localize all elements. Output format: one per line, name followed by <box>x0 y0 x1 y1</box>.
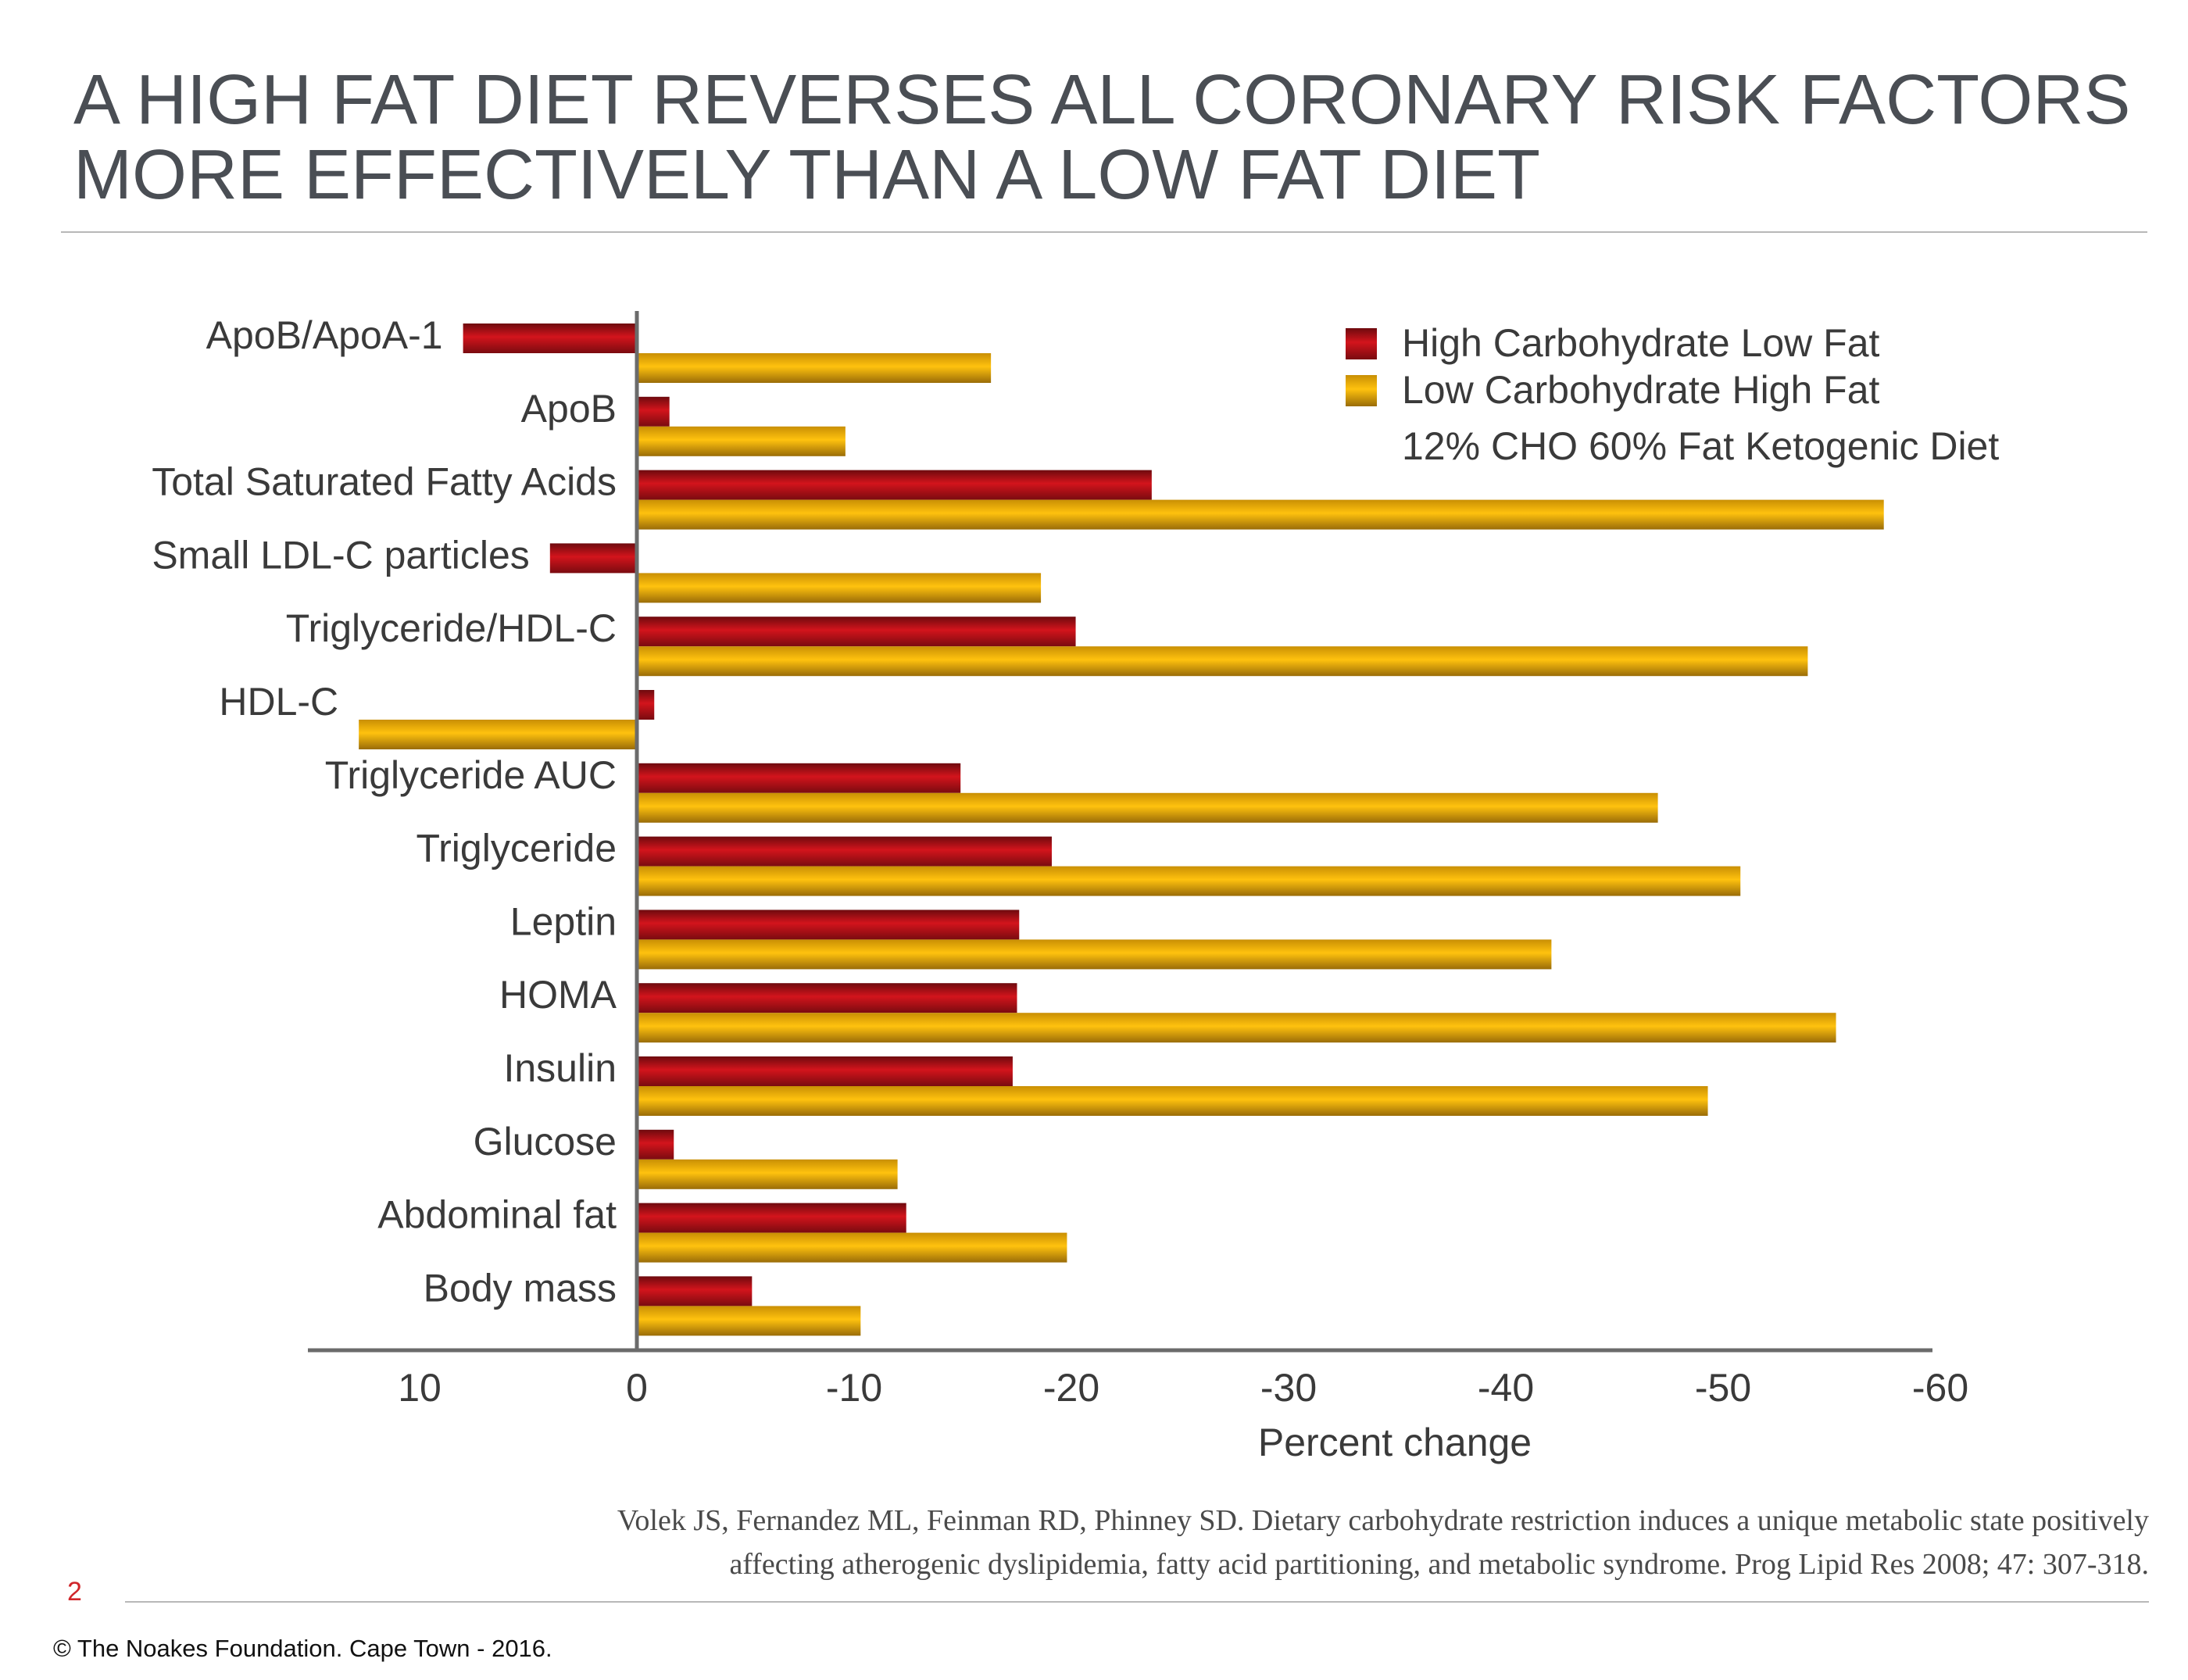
page-number: 2 <box>67 1577 82 1607</box>
category-label: Insulin <box>503 1046 617 1090</box>
bar-lchf-12 <box>637 1232 1067 1263</box>
bar-chart: ApoB/ApoA-1 ApoB Total Saturated Fatty Aci… <box>152 311 1999 1464</box>
category-label: Abdominal fat <box>377 1193 617 1237</box>
bar-hclf-3 <box>549 543 637 574</box>
category-label: Small LDL-C particles <box>152 533 529 577</box>
x-tick-label: -20 <box>1043 1366 1099 1410</box>
bar-hclf-10 <box>637 1056 1013 1086</box>
bar-hclf-5 <box>637 690 655 720</box>
citation-line-1: Volek JS, Fernandez ML, Feinman RD, Phin… <box>617 1504 2149 1537</box>
legend-label-hclf: High Carbohydrate Low Fat <box>1402 321 1880 365</box>
bar-lchf-13 <box>637 1306 861 1336</box>
bar-hclf-6 <box>637 763 961 793</box>
bar-hclf-11 <box>637 1129 674 1160</box>
x-tick-label: -50 <box>1695 1366 1751 1410</box>
bar-hclf-8 <box>637 910 1020 940</box>
bar-hclf-0 <box>463 323 637 353</box>
category-label: Total Saturated Fatty Acids <box>152 460 617 504</box>
bar-lchf-2 <box>637 499 1884 530</box>
copyright: © The Noakes Foundation. Cape Town - 201… <box>53 1635 552 1662</box>
bar-lchf-9 <box>637 1013 1836 1043</box>
bar-lchf-6 <box>637 792 1658 823</box>
bar-lchf-0 <box>637 353 992 383</box>
bar-lchf-7 <box>637 866 1741 896</box>
axes <box>308 311 1932 1353</box>
x-tick-label: 0 <box>626 1366 648 1410</box>
category-label: Body mass <box>424 1266 617 1310</box>
footer-divider <box>125 1601 2149 1603</box>
category-label: HOMA <box>499 973 617 1017</box>
x-tick-label: -10 <box>826 1366 882 1410</box>
x-tick-labels: 10 0 -10 -20 -30 -40 -50 -60 <box>398 1366 1968 1410</box>
title-divider <box>61 231 2147 233</box>
citation: Volek JS, Fernandez ML, Feinman RD, Phin… <box>352 1499 2149 1586</box>
bar-hclf-12 <box>637 1203 906 1233</box>
x-tick-label: -30 <box>1260 1366 1317 1410</box>
bar-lchf-8 <box>637 939 1552 970</box>
category-labels: ApoB/ApoA-1 ApoB Total Saturated Fatty Aci… <box>152 313 617 1310</box>
category-label: Leptin <box>510 899 617 943</box>
bar-hclf-1 <box>637 396 670 427</box>
category-label: Triglyceride AUC <box>325 753 617 797</box>
bar-lchf-11 <box>637 1159 898 1189</box>
category-label: ApoB/ApoA-1 <box>206 313 443 357</box>
legend-label-lchf: Low Carbohydrate High Fat <box>1402 368 1880 412</box>
category-label: HDL-C <box>219 680 338 724</box>
bar-hclf-7 <box>637 836 1052 867</box>
x-tick-label: -60 <box>1912 1366 1968 1410</box>
citation-line-2: affecting atherogenic dyslipidemia, fatt… <box>729 1548 2149 1581</box>
bar-group <box>359 323 1884 1336</box>
category-label: Glucose <box>474 1120 617 1163</box>
legend-swatch-hclf <box>1346 328 1377 359</box>
bar-lchf-5 <box>359 720 637 749</box>
slide-title: A HIGH FAT DIET REVERSES ALL CORONARY RI… <box>73 61 2131 214</box>
bar-hclf-4 <box>637 617 1076 647</box>
category-label: ApoB <box>521 387 617 431</box>
legend-swatch-lchf <box>1346 375 1377 406</box>
bar-lchf-10 <box>637 1086 1708 1116</box>
bar-lchf-1 <box>637 426 846 456</box>
x-tick-label: 10 <box>398 1366 442 1410</box>
bar-lchf-3 <box>637 573 1042 603</box>
category-label: Triglyceride <box>416 827 617 870</box>
bar-lchf-4 <box>637 646 1808 677</box>
bar-hclf-2 <box>637 470 1152 500</box>
x-axis-label: Percent change <box>1258 1421 1532 1464</box>
x-tick-label: -40 <box>1478 1366 1534 1410</box>
bar-hclf-13 <box>637 1276 753 1306</box>
bar-hclf-9 <box>637 983 1017 1013</box>
legend-note: 12% CHO 60% Fat Ketogenic Diet <box>1402 424 1999 468</box>
category-label: Triglyceride/HDL-C <box>286 606 617 650</box>
